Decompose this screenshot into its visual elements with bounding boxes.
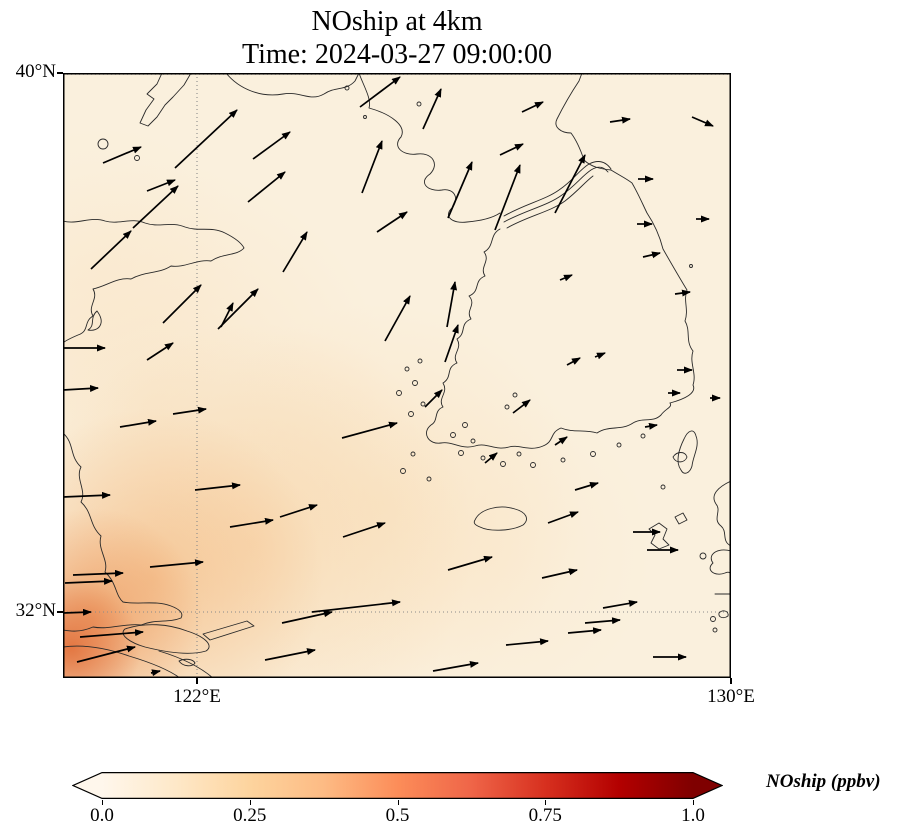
x-axis-tick-label-122e: 122°E: [173, 686, 221, 707]
colorbar-tickmark: [249, 800, 251, 805]
colorbar-unit-label: NOship (ppbv): [766, 771, 881, 792]
y-axis-tickmark-40n: [57, 72, 63, 74]
colorbar-tickmark: [545, 800, 547, 805]
chart-title-line1: NOship at 4km: [311, 6, 483, 37]
coastlines: [63, 73, 731, 678]
y-axis-tickmark-32n: [57, 611, 63, 613]
y-axis-tick-label-32n: 32°N: [15, 600, 56, 621]
colorbar-tick-label: 0.5: [385, 805, 410, 826]
colorbar-tick-label: 0.75: [528, 805, 562, 826]
chart-title: NOship at 4km Time: 2024-03-27 09:00:00: [63, 5, 731, 71]
colorbar-tickmark: [102, 800, 104, 805]
chart-title-line2: Time: 2024-03-27 09:00:00: [241, 39, 553, 70]
gridlines: [63, 73, 731, 678]
x-axis-tickmark-122e: [196, 678, 198, 684]
colorbar-tick-label: 1.0: [681, 805, 705, 826]
colorbar-tickmark: [397, 800, 399, 805]
colorbar-tick-label: 0.0: [90, 805, 114, 826]
x-axis-tick-label-130e: 130°E: [707, 686, 755, 707]
map-plot: [63, 73, 731, 678]
colorbar: [72, 772, 723, 799]
plot-border: [63, 73, 731, 678]
colorbar-tickmark: [693, 800, 695, 805]
x-axis-tickmark-130e: [730, 678, 732, 684]
map-canvas: [63, 73, 731, 678]
colorbar-tick-label: 0.25: [233, 805, 267, 826]
y-axis-tick-label-40n: 40°N: [15, 61, 56, 82]
wind-arrows: [63, 76, 721, 677]
colorbar-gradient-bar: [72, 772, 723, 799]
